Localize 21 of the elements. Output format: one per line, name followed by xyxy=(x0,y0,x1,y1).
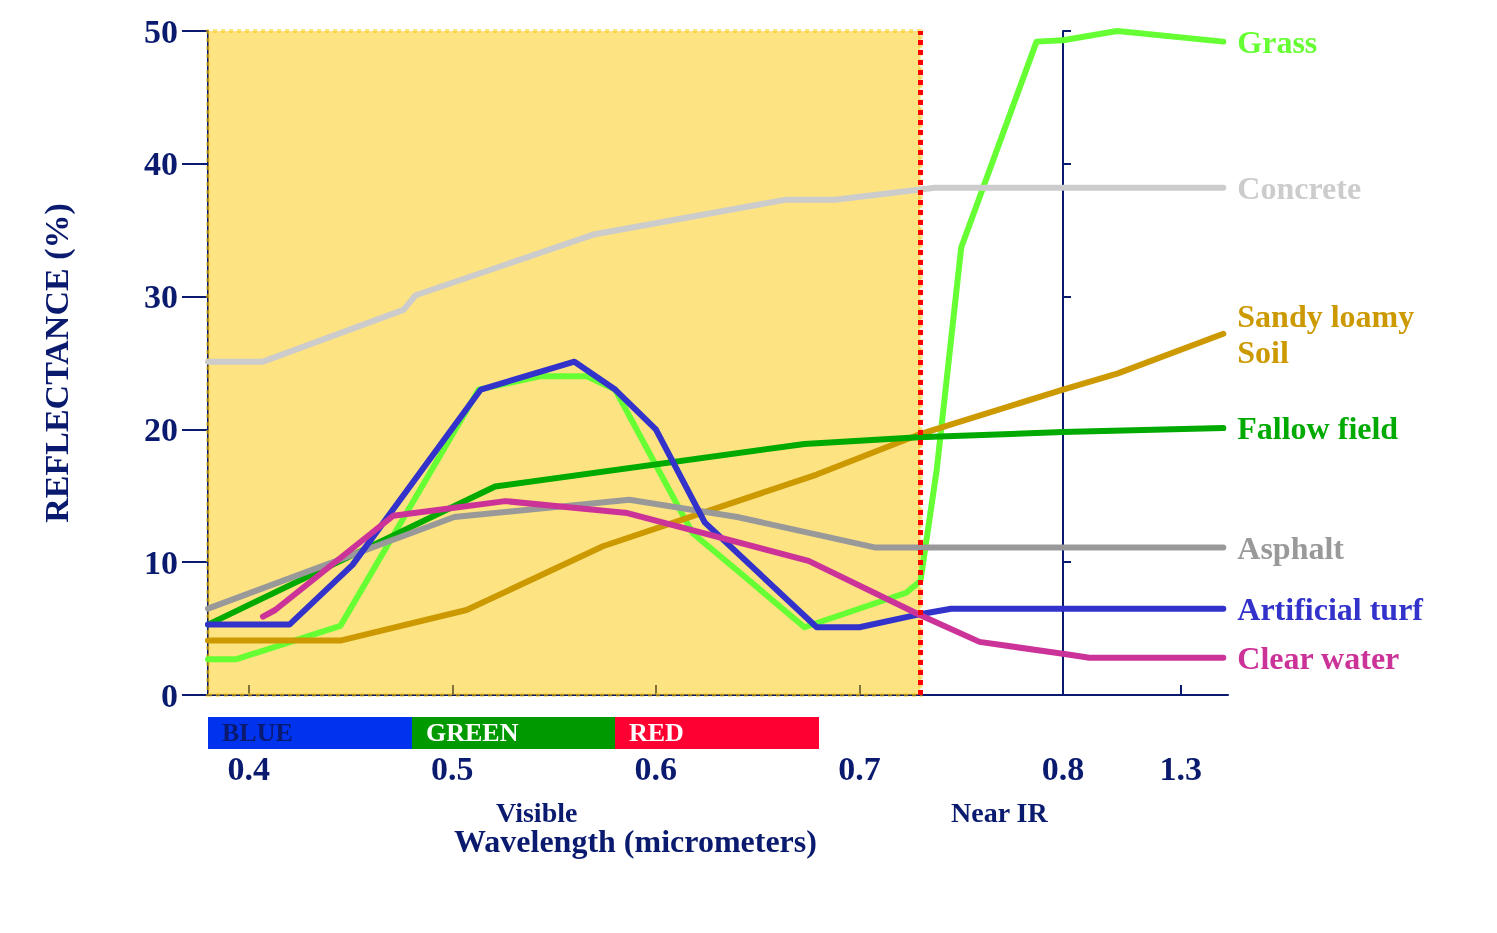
series-label: Asphalt xyxy=(1237,529,1345,566)
y-tick-label: 0 xyxy=(161,676,178,714)
text: Near IR xyxy=(951,796,1049,828)
series-label: Fallow field xyxy=(1237,410,1399,447)
spectrum-strip: BLUE GREEN RED xyxy=(208,717,819,749)
y-axis-title: REFLECTANCE (%) xyxy=(37,203,76,523)
x-tick-label: 0.8 xyxy=(1041,749,1085,787)
series-label: Clear water xyxy=(1237,639,1400,676)
series-label: Grass xyxy=(1237,23,1318,60)
x-tick-label: 0.7 xyxy=(838,749,881,787)
series-label: Artificial turf xyxy=(1237,590,1424,627)
y-tick-label: 50 xyxy=(144,12,178,50)
x-tick-label: 0.4 xyxy=(227,749,270,787)
series-label: Sandy loamy Soil xyxy=(1237,297,1423,370)
x-tick-label: 0.5 xyxy=(431,749,474,787)
y-tick-label: 10 xyxy=(144,543,178,581)
y-tick-label: 20 xyxy=(144,410,178,448)
x-tick-label: 1.3 xyxy=(1159,749,1203,787)
y-tick-label: 30 xyxy=(144,278,178,316)
y-tick-label: 40 xyxy=(144,145,178,183)
x-tick-label: 0.6 xyxy=(634,749,678,787)
